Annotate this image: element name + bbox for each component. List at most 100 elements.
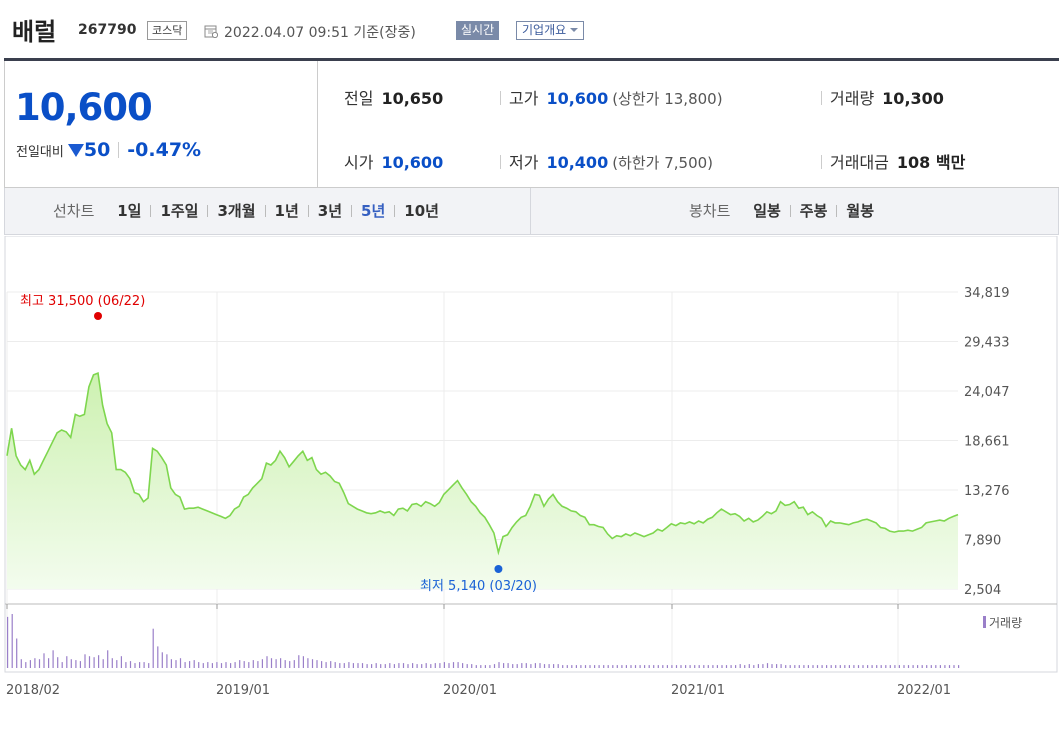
volume-bar (361, 663, 364, 668)
volume-bar (284, 660, 286, 668)
candle-tab[interactable]: 일봉 (753, 202, 781, 220)
volume-bar (917, 665, 919, 668)
volume-bar (129, 661, 132, 668)
volume-bars (7, 614, 960, 668)
volume-bar (462, 663, 464, 668)
period-tab[interactable]: 3개월 (217, 202, 256, 220)
volume-bar (48, 658, 50, 668)
volume-bar (867, 665, 869, 668)
candle-chart-label: 봉차트 (689, 202, 731, 220)
volume-bar (357, 663, 359, 668)
volume-bar (175, 660, 177, 668)
volume-bar (38, 659, 41, 668)
prev-close: 전일 10,650 (344, 85, 443, 109)
volume-bar (612, 665, 614, 668)
volume-bar (707, 665, 709, 668)
high-value: 10,600 (546, 89, 609, 108)
volume-bar (685, 665, 687, 668)
volume-bar (93, 657, 95, 668)
x-tick-label: 2020/01 (443, 683, 497, 698)
volume-bar (803, 665, 805, 668)
high-label: 고가 (509, 89, 539, 108)
volume-bar (876, 665, 878, 668)
low-price: 저가 10,400 (하한가 7,500) (500, 149, 713, 173)
chart-frame (4, 236, 1058, 673)
period-tab[interactable]: 3년 (317, 202, 343, 220)
realtime-button[interactable]: 실시간 (456, 21, 500, 40)
volume-bar (170, 659, 172, 668)
volume-bar (321, 661, 323, 668)
divider (351, 205, 353, 217)
volume-bar (816, 665, 819, 668)
volume-bar (680, 665, 682, 668)
open-price: 시가 10,600 (344, 149, 443, 173)
down-triangle-icon (67, 144, 84, 157)
volume-bar (452, 662, 455, 668)
high-price: 고가 10,600 (상한가 13,800) (500, 85, 723, 109)
period-tab[interactable]: 1일 (117, 202, 142, 220)
volume-bar (25, 662, 27, 668)
volume-bar (166, 654, 168, 668)
calendar-icon (204, 25, 218, 38)
volume-bar (234, 662, 236, 668)
current-price-box: 10,600 전일대비 50 -0.47% (4, 61, 318, 188)
current-price: 10,600 (15, 86, 153, 129)
volume-bar (339, 663, 341, 668)
divider (307, 205, 309, 217)
volume-bar (794, 665, 796, 668)
volume-bar (839, 665, 841, 668)
volume-bar (402, 663, 405, 668)
change-rate: -0.47% (127, 139, 202, 161)
volume-bar (330, 661, 332, 668)
period-tab[interactable]: 1주일 (160, 202, 199, 220)
y-tick-label: 29,433 (964, 336, 1010, 351)
volume-bar (43, 653, 45, 668)
x-axis: 2018/02 2019/01 2020/01 2021/01 2022/01 (6, 604, 951, 698)
candle-tab[interactable]: 월봉 (846, 202, 875, 220)
volume-bar (252, 660, 254, 668)
volume-bar (907, 665, 910, 668)
volume-bar (489, 665, 491, 668)
chart-period-tabs: 선차트 1일 1주일 3개월 1년 3년 5년 10년 봉차트 일봉 주봉 월봉 (4, 188, 1059, 235)
period-tab[interactable]: 1년 (274, 202, 299, 220)
volume-bar (553, 664, 555, 668)
trade-amount-value: 108 백만 (896, 153, 966, 172)
price-line (6, 371, 959, 556)
price-chart[interactable]: 34,819 29,433 24,047 18,661 13,276 7,890 2,504… (0, 236, 1059, 729)
volume-bar (393, 664, 395, 668)
volume-bar (598, 665, 600, 668)
candle-tab[interactable]: 주봉 (799, 202, 828, 220)
chart-grid (4, 236, 1058, 673)
volume-bar (334, 662, 336, 668)
price-change: 전일대비 50 -0.47% (16, 139, 201, 161)
volume-bar (857, 665, 860, 668)
divider (264, 205, 266, 217)
lower-limit: (하한가 7,500) (612, 154, 714, 172)
trade-amount-label: 거래대금 (830, 153, 889, 172)
period-tab[interactable]: 10년 (404, 202, 439, 220)
stock-name: 배럴 (12, 18, 57, 46)
volume-bar (712, 665, 714, 668)
volume-bar (607, 665, 609, 668)
volume-bar (584, 665, 587, 668)
volume-bar (421, 664, 423, 668)
volume-bar (771, 664, 773, 668)
volume-bar (398, 663, 400, 668)
volume-bar (425, 663, 427, 668)
volume-bar (912, 665, 914, 668)
period-tab[interactable]: 5년 (361, 202, 386, 220)
volume-bar (835, 665, 837, 668)
volume-bar (498, 662, 500, 668)
volume-bar (716, 665, 718, 668)
x-tick-label: 2022/01 (897, 683, 951, 698)
volume-bar (111, 658, 113, 668)
volume-bar (753, 665, 755, 668)
company-overview-dropdown[interactable]: 기업개요 (516, 21, 585, 40)
volume-bar (407, 664, 409, 668)
x-tick-label: 2021/01 (671, 683, 725, 698)
volume-bar (457, 662, 459, 668)
market-badge: 코스닥 (147, 21, 188, 40)
volume-bar (434, 663, 436, 668)
volume-bar (694, 665, 696, 668)
volume-bar (280, 658, 282, 668)
